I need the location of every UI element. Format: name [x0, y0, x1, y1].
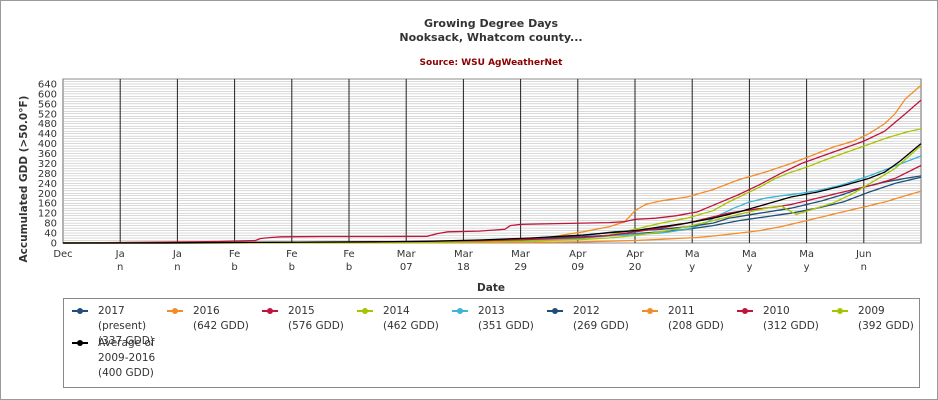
y-tick-label: 520 — [38, 109, 57, 120]
series-line — [63, 190, 922, 244]
legend-marker — [262, 308, 278, 314]
x-tick-label: Ma y — [685, 249, 700, 273]
chart-title: Growing Degree Days — [424, 17, 559, 30]
y-tick-label: 560 — [38, 99, 57, 110]
x-tick-label: Apr 20 — [626, 249, 644, 273]
series-line — [62, 99, 922, 244]
y-tick-label: 240 — [38, 179, 57, 190]
legend-marker — [642, 308, 658, 314]
x-tick-label: Mar 07 — [397, 249, 417, 273]
legend-marker — [832, 308, 848, 314]
legend-label: Average of 2009-2016 (400 GDD) — [98, 337, 156, 379]
legend-marker — [72, 340, 88, 346]
y-tick-label: 80 — [44, 219, 57, 230]
legend-marker — [452, 308, 468, 314]
legend-label: 2017 (present) (337 GDD) — [98, 305, 154, 347]
gdd-chart: Growing Degree Days Nooksack, Whatcom co… — [18, 17, 922, 294]
x-tick-label: Ja n — [115, 249, 125, 273]
y-tick-label: 40 — [44, 229, 57, 240]
y-axis-label: Accumulated GDD (>50.0°F) — [18, 96, 30, 263]
x-tick-label: Fe b — [343, 249, 354, 273]
y-tick-label: 160 — [38, 199, 57, 210]
legend-label: 2011 (208 GDD) — [668, 305, 724, 332]
legend-marker — [547, 308, 563, 314]
legend-label: 2013 (351 GDD) — [478, 305, 534, 332]
y-tick-label: 640 — [38, 79, 57, 90]
y-tick-label: 400 — [38, 139, 57, 150]
legend-marker — [72, 308, 88, 314]
y-tick-label: 0 — [51, 239, 57, 250]
y-tick-label: 320 — [38, 159, 57, 170]
x-tick-label: Mar 29 — [511, 249, 531, 273]
legend-label: 2012 (269 GDD) — [573, 305, 629, 332]
x-tick-label: Dec — [53, 249, 72, 260]
grid-lines — [63, 78, 921, 244]
y-axis-ticks: 0408012016020024028032036040044048052056… — [38, 79, 57, 249]
x-tick-label: Ma y — [799, 249, 814, 273]
x-tick-label: Mar 18 — [454, 249, 474, 273]
legend-label: 2010 (312 GDD) — [763, 305, 819, 332]
legend: 2017 (present) (337 GDD) 2016 (642 GDD) 2015(… — [63, 298, 920, 388]
x-axis-ticks: Dec Ja n Ja n Fe b Fe b Fe b Mar 07 Mar 18 Mar 29 Apr 09 Ap… — [53, 79, 872, 273]
series-line — [62, 143, 922, 244]
chart-subtitle: Nooksack, Whatcom county... — [399, 31, 582, 44]
legend-label: 2015 (576 GDD) — [288, 305, 344, 332]
legend-marker — [167, 308, 183, 314]
y-tick-label: 600 — [38, 89, 57, 100]
chart-source: Source: WSU AgWeatherNet — [420, 58, 564, 68]
legend-label: 2009 (392 GDD) — [858, 305, 914, 332]
y-tick-label: 200 — [38, 189, 57, 200]
x-tick-label: Fe b — [286, 249, 297, 273]
x-tick-label: Apr 09 — [569, 249, 587, 273]
x-axis-label: Date — [477, 282, 505, 294]
legend-marker — [357, 308, 373, 314]
x-tick-label: Ma y — [742, 249, 757, 273]
y-tick-label: 120 — [38, 209, 57, 220]
y-tick-label: 440 — [38, 129, 57, 140]
y-tick-label: 480 — [38, 119, 57, 130]
x-tick-label: Jun n — [855, 249, 872, 273]
y-tick-label: 360 — [38, 149, 57, 160]
legend-marker — [737, 308, 753, 314]
series-line — [63, 145, 922, 244]
x-tick-label: Fe b — [229, 249, 240, 273]
series-lines — [62, 84, 922, 244]
y-tick-label: 280 — [38, 169, 57, 180]
legend-label: 2014 (462 GDD) — [383, 305, 439, 332]
x-tick-label: Ja n — [172, 249, 182, 273]
legend-label: 2016 (642 GDD) — [193, 305, 249, 332]
